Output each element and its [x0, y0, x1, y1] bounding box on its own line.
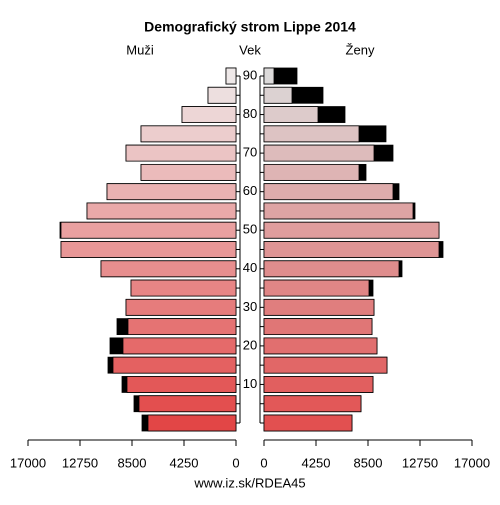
- male-common: [60, 241, 237, 258]
- female-common: [263, 356, 388, 374]
- female-common: [263, 86, 293, 104]
- right-label: Ženy: [346, 42, 375, 57]
- age-label: 20: [243, 337, 257, 352]
- male-common: [86, 202, 237, 220]
- x-tick-label: 4250: [170, 455, 199, 470]
- female-common: [263, 395, 362, 413]
- female-common: [263, 125, 360, 143]
- male-common: [127, 318, 237, 336]
- female-common: [263, 318, 373, 336]
- age-label: 30: [243, 299, 257, 314]
- age-label: 50: [243, 222, 257, 237]
- male-common: [140, 125, 237, 143]
- age-label: 10: [243, 376, 257, 391]
- age-label: 40: [243, 260, 257, 275]
- x-tick-label: 8500: [354, 455, 383, 470]
- female-common: [263, 144, 375, 162]
- age-label: 80: [243, 106, 257, 121]
- x-tick-label: 4250: [302, 455, 331, 470]
- male-common: [140, 163, 237, 181]
- age-label: 60: [243, 183, 257, 198]
- female-common: [263, 241, 440, 258]
- male-common: [130, 279, 237, 297]
- female-common: [263, 106, 319, 123]
- female-common: [263, 337, 378, 355]
- x-tick-label: 12750: [402, 455, 438, 470]
- male-common: [126, 376, 237, 393]
- female-common: [263, 163, 360, 181]
- age-label: 70: [243, 145, 257, 160]
- female-common: [263, 183, 394, 201]
- male-common: [106, 183, 237, 201]
- male-common: [112, 356, 237, 374]
- x-tick-label: 0: [232, 455, 239, 470]
- male-common: [181, 106, 237, 123]
- male-common: [60, 221, 237, 239]
- male-common: [138, 395, 237, 413]
- x-tick-label: 12750: [62, 455, 98, 470]
- female-common: [263, 279, 370, 297]
- male-common: [122, 337, 237, 355]
- x-tick-label: 17000: [10, 455, 46, 470]
- x-tick-label: 0: [260, 455, 267, 470]
- male-common: [100, 260, 237, 278]
- x-tick-label: 17000: [454, 455, 490, 470]
- male-common: [207, 86, 237, 104]
- female-common: [263, 260, 400, 278]
- female-common: [263, 414, 353, 432]
- female-common: [263, 376, 374, 393]
- center-label: Vek: [239, 42, 261, 57]
- male-common: [225, 67, 237, 85]
- x-tick-label: 8500: [118, 455, 147, 470]
- male-common: [125, 144, 237, 162]
- left-label: Muži: [126, 42, 154, 57]
- female-common: [263, 221, 440, 239]
- chart-title: Demografický strom Lippe 2014: [144, 19, 356, 35]
- male-common: [147, 414, 237, 432]
- female-common: [263, 298, 375, 316]
- male-common: [125, 298, 237, 316]
- age-label: 90: [243, 67, 257, 82]
- female-common: [263, 67, 275, 85]
- footer: www.iz.sk/RDEA45: [193, 475, 305, 490]
- female-common: [263, 202, 414, 220]
